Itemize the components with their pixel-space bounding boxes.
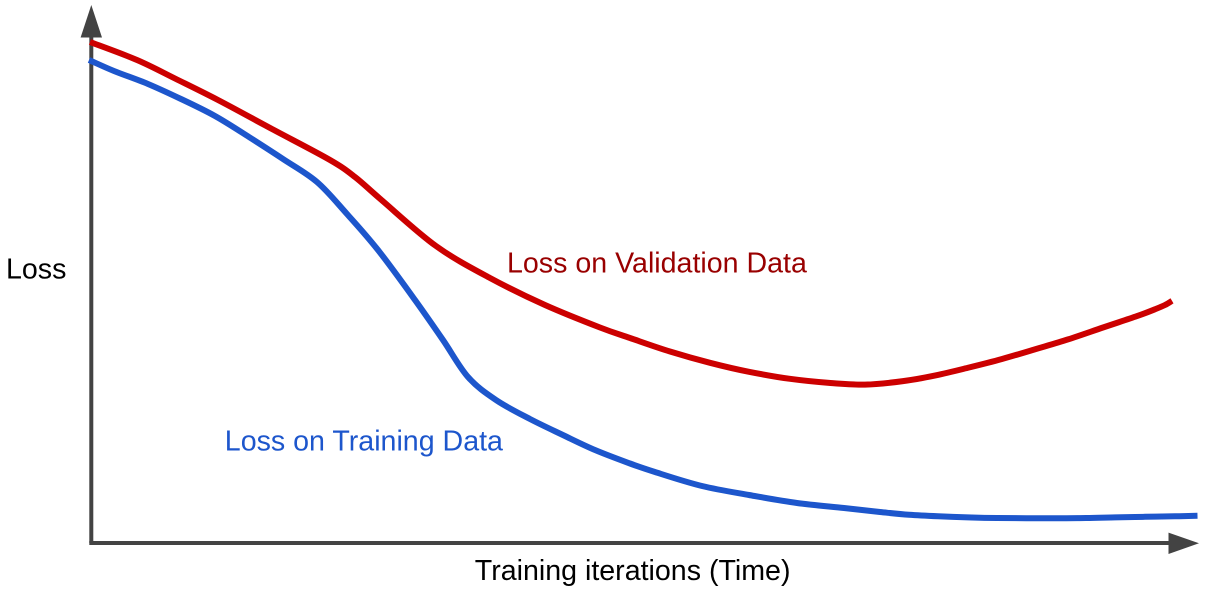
svg-text:Training iterations (Time): Training iterations (Time) (475, 555, 791, 587)
svg-text:Loss: Loss (6, 254, 66, 286)
svg-text:Loss on Validation Data: Loss on Validation Data (507, 248, 807, 280)
svg-text:Loss on Training Data: Loss on Training Data (225, 426, 503, 458)
